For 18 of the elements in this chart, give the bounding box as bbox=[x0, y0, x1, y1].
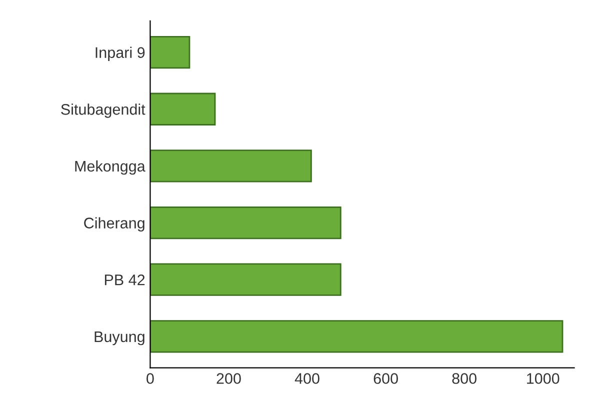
y-tick-label: Mekongga bbox=[75, 160, 146, 175]
bar bbox=[150, 263, 342, 296]
x-tick-label: 800 bbox=[452, 373, 476, 384]
x-tick-label: 0 bbox=[146, 373, 154, 384]
y-tick-label: Situbagendit bbox=[61, 104, 146, 118]
x-tick-label: 400 bbox=[294, 373, 320, 384]
bar bbox=[150, 150, 312, 182]
x-tick-label: 200 bbox=[216, 373, 241, 384]
bar bbox=[150, 206, 342, 240]
bar bbox=[150, 320, 564, 353]
y-tick-label: Ciherang bbox=[84, 217, 144, 232]
y-tick-label: PB 42 bbox=[104, 274, 145, 286]
x-tick-label: 1000 bbox=[527, 373, 560, 384]
y-tick-label: Inpari 9 bbox=[96, 46, 145, 62]
y-tick-label: Buyung bbox=[94, 331, 144, 346]
bar bbox=[150, 92, 216, 126]
bar bbox=[150, 36, 190, 69]
x-tick-label: 600 bbox=[374, 373, 398, 384]
